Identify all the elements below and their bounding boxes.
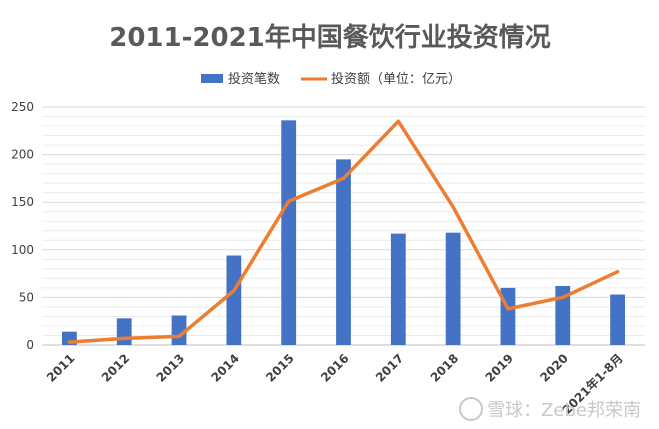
x-tick-label: 2019 [483, 351, 517, 385]
y-tick-label: 150 [11, 195, 34, 209]
bar [281, 120, 297, 345]
x-tick-label: 2014 [208, 351, 242, 385]
y-axis: 0 50 100 150 200 250 [11, 100, 34, 352]
line-path [67, 119, 620, 344]
line-series [67, 119, 620, 344]
legend-bar-label: 投资笔数 [228, 71, 280, 87]
bar [116, 318, 132, 345]
watermark-text: 雪球：Zebe邦荣南 [487, 400, 641, 421]
y-tick-label: 0 [26, 338, 34, 352]
snowball-logo-icon [459, 397, 484, 421]
x-tick-label: 2011 [44, 351, 78, 385]
bar [226, 255, 242, 345]
y-tick-label: 50 [19, 290, 34, 304]
x-tick-label: 2013 [154, 351, 188, 385]
y-tick-label: 100 [11, 243, 34, 257]
bar [336, 159, 351, 345]
x-tick-label: 2016 [318, 351, 352, 385]
bar-series [62, 120, 625, 345]
bar [555, 285, 571, 345]
chart-title: 2011-2021年中国餐饮行业投资情况 [109, 22, 551, 53]
legend: 投资笔数 投资额（单位：亿元） [201, 71, 461, 87]
x-tick-label: 2020 [537, 351, 571, 385]
legend-bar-swatch [201, 74, 223, 83]
y-tick-label: 200 [11, 148, 34, 162]
y-tick-label: 250 [11, 100, 34, 114]
x-tick-label: 2015 [263, 351, 297, 385]
bar [390, 233, 406, 345]
x-tick-label: 2012 [99, 351, 133, 385]
legend-line-label: 投资额（单位：亿元） [331, 71, 461, 87]
bar [610, 294, 625, 345]
x-tick-label: 2017 [373, 351, 407, 385]
x-tick-label: 2018 [428, 351, 462, 385]
watermark: 雪球：Zebe邦荣南 [459, 396, 641, 423]
bar [445, 232, 461, 345]
